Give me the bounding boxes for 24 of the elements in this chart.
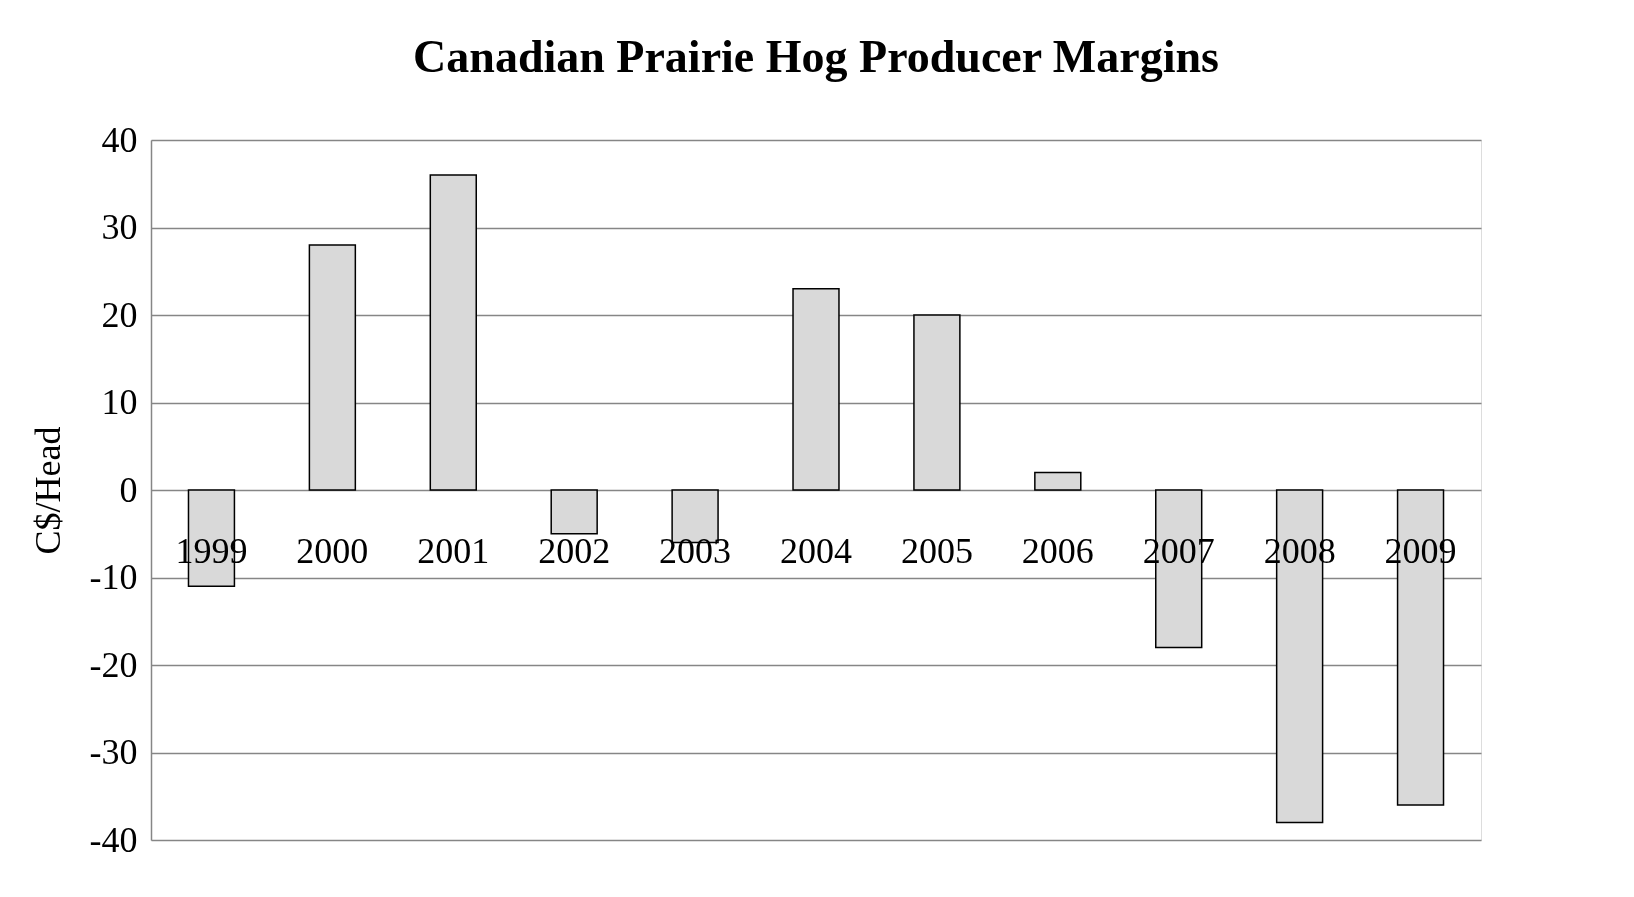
x-tick-label: 2000	[296, 530, 369, 571]
y-tick-label: 20	[101, 294, 138, 335]
y-tick-label: -40	[89, 819, 138, 860]
chart-title: Canadian Prairie Hog Producer Margins	[413, 31, 1219, 82]
y-tick-label: -10	[89, 557, 138, 597]
y-tick-label: -30	[89, 732, 138, 772]
bar	[550, 489, 598, 535]
y-tick-label: -20	[89, 644, 138, 685]
bar	[429, 174, 477, 491]
x-tick-label: 2006	[1021, 530, 1094, 571]
bar	[792, 288, 840, 491]
y-tick-label: 0	[119, 469, 138, 510]
y-axis-title: C$/Head	[27, 426, 68, 555]
bar	[308, 244, 357, 491]
x-tick-label: 2004	[780, 530, 852, 571]
y-tick-label: 30	[101, 207, 138, 247]
bar	[913, 314, 961, 491]
y-tick-label: 10	[101, 382, 138, 422]
x-tick-label: 2002	[538, 530, 611, 571]
x-tick-label: 2001	[417, 530, 490, 571]
bar	[1034, 471, 1082, 491]
x-tick-label: 2005	[900, 530, 973, 571]
y-tick-label: 40	[101, 119, 138, 160]
x-tick-label: 2003	[659, 530, 732, 571]
